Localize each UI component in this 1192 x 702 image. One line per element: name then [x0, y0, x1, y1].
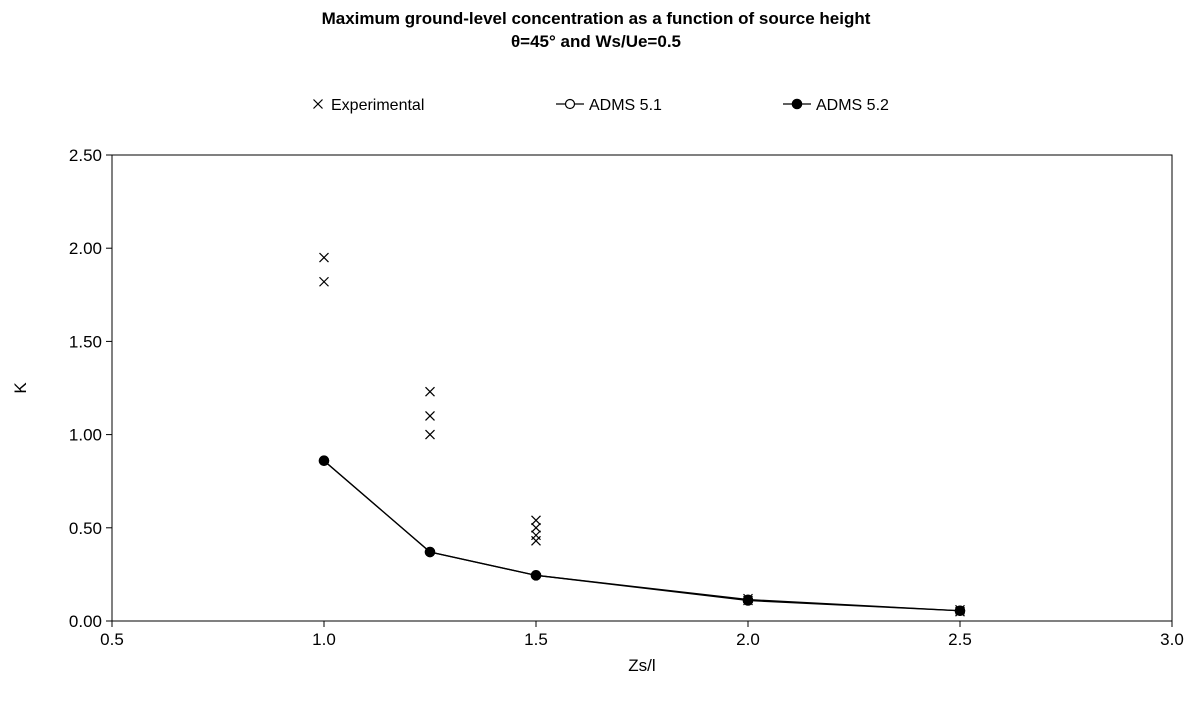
series-layer: [318, 252, 966, 617]
legend-item: ADMS 5.2: [783, 97, 889, 114]
x-tick-label: 1.5: [524, 630, 548, 649]
series-line: [323, 460, 961, 612]
y-tick-label: 2.50: [69, 146, 102, 165]
plot-area: [111, 154, 1173, 622]
data-point: [531, 535, 541, 546]
x-tick-label: 0.5: [100, 630, 124, 649]
x-axis: 0.5 1.0 1.5 2.0 2.5 3.0: [100, 621, 1184, 649]
x-tick-label: 3.0: [1160, 630, 1184, 649]
legend-marker: [564, 98, 576, 110]
legend-item: ADMS 5.1: [556, 97, 662, 114]
legend-item: Experimental: [313, 97, 424, 114]
series-1: [318, 455, 966, 616]
data-point: [425, 411, 435, 421]
series-0: [319, 252, 965, 617]
y-tick-label: 2.00: [69, 239, 102, 258]
data-point: [425, 386, 435, 397]
y-tick-label: 0.00: [69, 612, 102, 631]
data-point: [319, 276, 329, 287]
y-axis: 0.00 0.50 1.00 1.50 2.00 2.50: [69, 146, 112, 631]
chart-subtitle: θ=45° and Ws/Ue=0.5: [511, 32, 681, 51]
legend-marker: [313, 99, 323, 109]
data-point: [425, 429, 435, 440]
x-tick-label: 1.0: [312, 630, 336, 649]
data-point: [531, 522, 541, 533]
x-axis-label: Zs/l: [628, 656, 655, 675]
data-point: [531, 515, 541, 526]
x-tick-label: 2.0: [736, 630, 760, 649]
data-point: [318, 455, 330, 466]
series-2: [318, 455, 966, 617]
x-tick-label: 2.5: [948, 630, 972, 649]
y-tick-label: 1.00: [69, 426, 102, 445]
legend: Experimental ADMS 5.1 ADMS 5.2: [313, 97, 889, 114]
chart-title: Maximum ground-level concentration as a …: [322, 9, 871, 28]
data-point: [424, 546, 436, 558]
data-point: [319, 252, 329, 263]
data-point: [954, 605, 966, 617]
data-point: [530, 570, 542, 581]
legend-label: ADMS 5.2: [816, 97, 889, 114]
legend-label: ADMS 5.1: [589, 97, 662, 114]
data-point: [742, 595, 754, 606]
y-tick-label: 1.50: [69, 332, 102, 351]
legend-marker: [791, 98, 803, 110]
legend-label: Experimental: [331, 97, 424, 114]
y-tick-label: 0.50: [69, 519, 102, 538]
y-axis-label: K: [11, 382, 30, 394]
